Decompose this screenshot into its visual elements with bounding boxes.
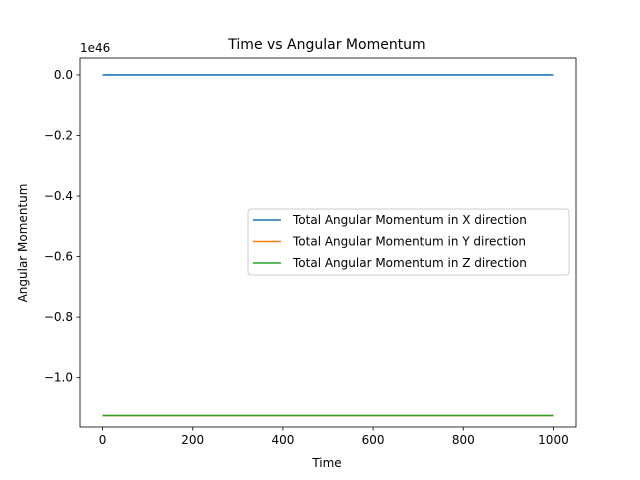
x-tick-label: 0 [99, 433, 107, 447]
x-axis-label: Time [311, 456, 341, 470]
ticks-layer: 0 200 400 600 800 1000 0.0 −0.2 −0.4 −0.6 −0.8 −1.0 [44, 68, 569, 447]
legend-label: Total Angular Momentum in X direction [292, 213, 527, 227]
series-layer [102, 74, 554, 417]
legend-label: Total Angular Momentum in Z direction [292, 256, 527, 270]
y-offset-text: 1e46 [80, 41, 110, 55]
x-tick-label: 1000 [538, 433, 569, 447]
y-tick-label: 0.0 [54, 68, 73, 82]
legend-box [247, 208, 570, 276]
x-tick-label: 200 [181, 433, 204, 447]
y-axis-label: Angular Momentum [16, 184, 30, 303]
legend: Total Angular Momentum in X direction Tot… [247, 208, 570, 276]
x-tick-label: 600 [362, 433, 385, 447]
y-tick-label: −0.4 [44, 189, 73, 203]
legend-label: Total Angular Momentum in Y direction [292, 235, 526, 249]
y-tick-label: −0.2 [44, 128, 73, 142]
y-tick-label: −0.8 [44, 310, 73, 324]
x-tick-label: 400 [271, 433, 294, 447]
plot-frame [79, 57, 577, 428]
x-tick-label: 800 [452, 433, 475, 447]
y-tick-label: −1.0 [44, 371, 73, 385]
chart-title: Time vs Angular Momentum [227, 37, 425, 53]
y-tick-label: −0.6 [44, 250, 73, 264]
